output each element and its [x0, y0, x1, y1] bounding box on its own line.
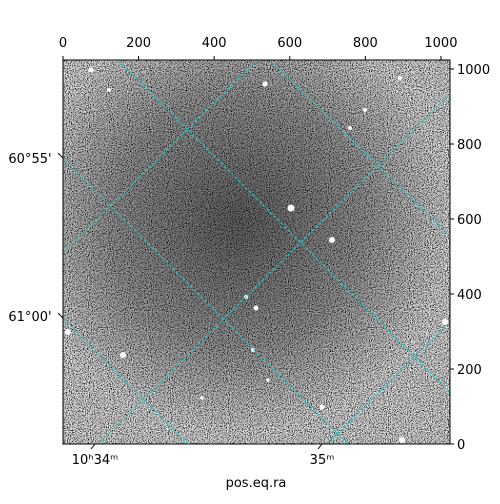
dec-tick-label: 60°55' [8, 152, 51, 167]
x-tick-label: 1000 [424, 36, 457, 51]
y-tick-label: 600 [457, 213, 482, 228]
x-tick-label: 800 [353, 36, 378, 51]
wcs-ticks [57, 152, 323, 450]
x-tick-label: 600 [277, 36, 302, 51]
y-tick-label: 1000 [457, 63, 490, 78]
y-tick-label: 0 [457, 438, 465, 453]
x-tick-label: 200 [126, 36, 151, 51]
stars [65, 67, 448, 443]
ra-tick-label: 35ᵐ [310, 453, 335, 468]
x-tick-label: 0 [59, 36, 67, 51]
y-tick-label: 200 [457, 363, 482, 378]
dec-tick-label: 61°00' [8, 310, 51, 325]
y-tick-label: 800 [457, 138, 482, 153]
ra-tick-label: 10ʰ34ᵐ [72, 453, 118, 468]
plot-frame [62, 59, 451, 445]
y-tick-label: 400 [457, 288, 482, 303]
sky-image [63, 60, 450, 444]
x-tick-label: 400 [202, 36, 227, 51]
x-axis-label: pos.eq.ra [226, 476, 287, 491]
wcs-grid [63, 60, 450, 444]
